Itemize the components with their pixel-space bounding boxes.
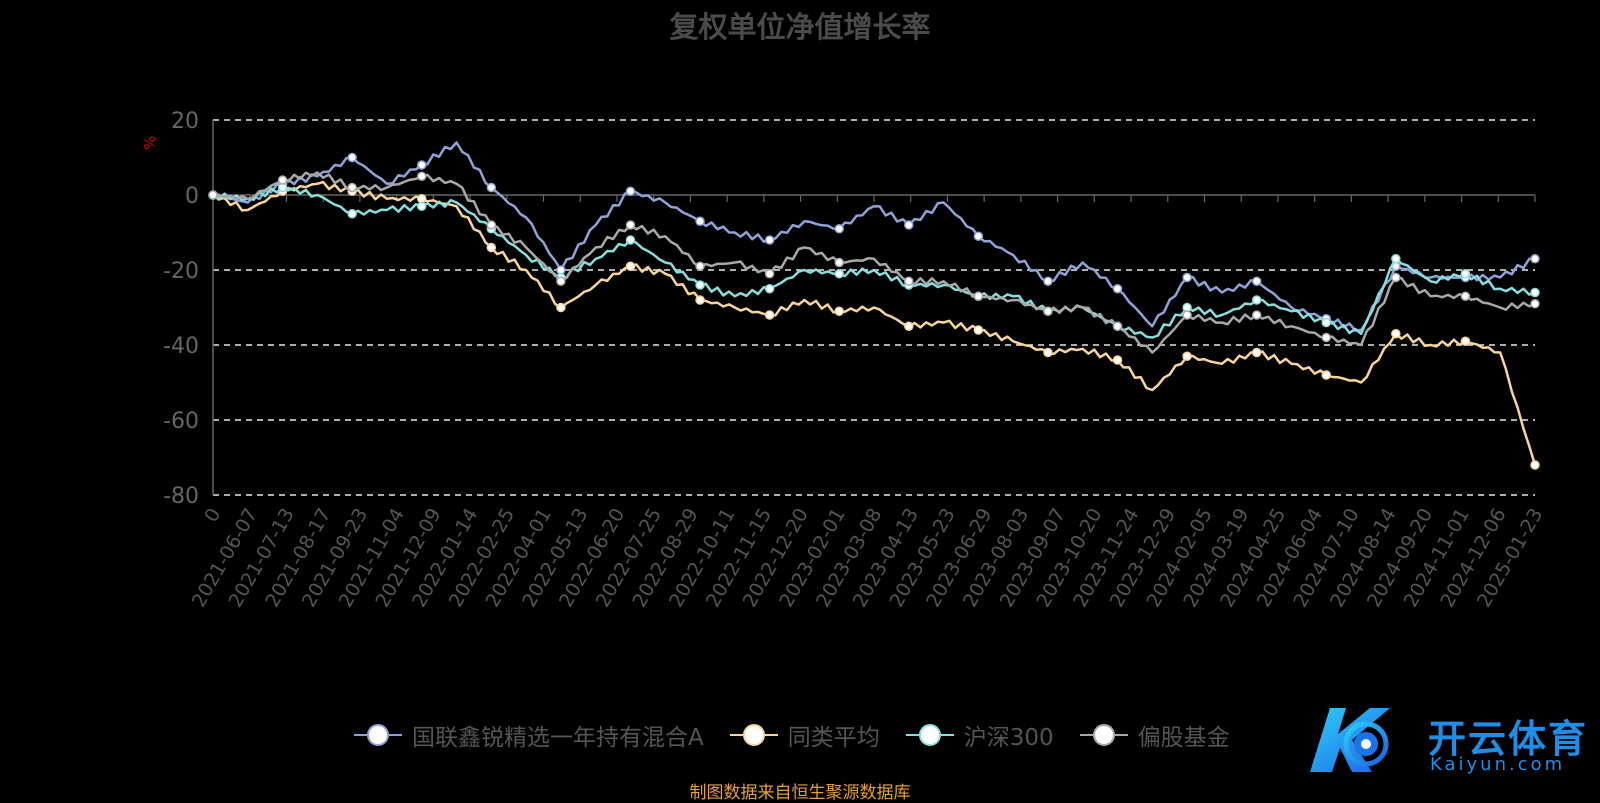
series-point-2	[347, 209, 357, 219]
series-point-1	[1530, 460, 1540, 470]
series-point-0	[764, 235, 775, 245]
series-point-1	[1112, 355, 1123, 365]
y-tick-label: -80	[163, 484, 199, 509]
series-point-0	[1530, 254, 1540, 264]
series-line-3	[212, 171, 1536, 354]
series-point-3	[1043, 306, 1053, 316]
legend-item-csi300[interactable]: 沪深300	[904, 718, 1054, 752]
legend-marker-fund	[354, 724, 402, 746]
y-tick-label: 0	[185, 184, 199, 209]
series-point-1	[1043, 347, 1053, 358]
legend-item-fund[interactable]: 国联鑫锐精选一年持有混合A	[352, 718, 704, 752]
series-point-3	[625, 220, 636, 230]
y-axis-label: %	[141, 135, 159, 150]
series-point-0	[625, 186, 636, 196]
series-point-1	[1460, 336, 1471, 346]
watermark-logo-icon	[1310, 708, 1390, 772]
series-point-1	[764, 310, 775, 320]
series-point-1	[1251, 347, 1262, 358]
series-point-2	[625, 235, 636, 245]
series-point-2	[1391, 254, 1401, 264]
series-point-3	[347, 182, 357, 193]
series-point-1	[904, 321, 914, 331]
legend-item-peer-average[interactable]: 同类平均	[728, 718, 880, 752]
series-point-3	[764, 269, 775, 279]
series-point-1	[695, 295, 705, 305]
y-tick-label: 20	[171, 109, 199, 134]
series-point-1	[973, 325, 984, 335]
legend-label-csi300: 沪深300	[963, 725, 1054, 751]
legend-marker-equity-fund	[1079, 724, 1128, 746]
series-point-3	[834, 257, 844, 268]
series-point-3	[1112, 321, 1123, 331]
series-point-0	[1043, 276, 1053, 286]
series-line-1	[212, 180, 1537, 466]
legend-label-equity-fund: 偏股基金	[1137, 725, 1230, 751]
series-point-3	[1251, 310, 1262, 320]
series-point-0	[416, 160, 427, 170]
series-point-1	[1391, 329, 1401, 339]
series-point-1	[1182, 351, 1192, 361]
watermark-subtext: Kaiyun.com	[1430, 754, 1566, 775]
series-point-3	[904, 276, 914, 286]
series-point-1	[1321, 370, 1332, 380]
chart-title: 复权单位净值增长率	[669, 10, 931, 44]
series-point-0	[486, 182, 497, 193]
x-tick-label: 0	[200, 505, 225, 526]
series-point-3	[1321, 332, 1332, 343]
series-point-3	[1530, 299, 1540, 309]
y-tick-label: -40	[163, 334, 199, 359]
series-point-2	[764, 284, 775, 294]
series-point-3	[1460, 291, 1471, 301]
series-point-3	[486, 220, 497, 230]
series-point-0	[904, 220, 914, 230]
watermark-text: 开云体育	[1428, 717, 1589, 761]
series-point-3	[1182, 310, 1192, 320]
series-point-0	[1251, 276, 1262, 286]
series-point-3	[208, 190, 218, 200]
series-point-2	[695, 280, 705, 290]
legend-marker-csi300	[905, 724, 954, 746]
series-point-3	[1391, 272, 1401, 283]
series-point-3	[277, 175, 288, 185]
series-point-1	[556, 302, 566, 313]
legend-label-fund: 国联鑫锐精选一年持有混合A	[412, 725, 704, 751]
y-tick-label: -20	[163, 259, 199, 284]
series-point-2	[1530, 287, 1540, 298]
series-point-2	[834, 269, 844, 279]
series-point-3	[973, 291, 984, 301]
series-point-1	[625, 261, 636, 271]
series-point-3	[416, 171, 427, 181]
series-point-2	[1460, 269, 1471, 279]
series-point-0	[695, 216, 705, 226]
series-point-3	[556, 276, 566, 286]
series-point-1	[486, 242, 497, 253]
y-tick-label: -60	[163, 409, 199, 434]
series-point-0	[973, 231, 984, 241]
legend-marker-peer-average	[729, 724, 778, 746]
legend-label-peer-average: 同类平均	[787, 725, 880, 751]
series-line-0	[212, 141, 1536, 332]
legend: 国联鑫锐精选一年持有混合A 同类平均 沪深300 偏股基金	[352, 718, 1230, 752]
series-line-2	[212, 186, 1536, 339]
data-source-note: 制图数据来自恒生聚源数据库	[689, 783, 911, 803]
series-point-2	[1251, 295, 1262, 305]
series-point-3	[695, 261, 705, 271]
legend-item-equity-fund[interactable]: 偏股基金	[1078, 718, 1230, 752]
series-point-0	[1182, 272, 1192, 283]
series-point-2	[416, 201, 427, 211]
series-point-2	[1321, 317, 1332, 328]
series-point-0	[834, 224, 844, 234]
series-point-0	[1112, 284, 1123, 294]
series-point-0	[347, 152, 357, 163]
series-point-1	[834, 306, 844, 316]
